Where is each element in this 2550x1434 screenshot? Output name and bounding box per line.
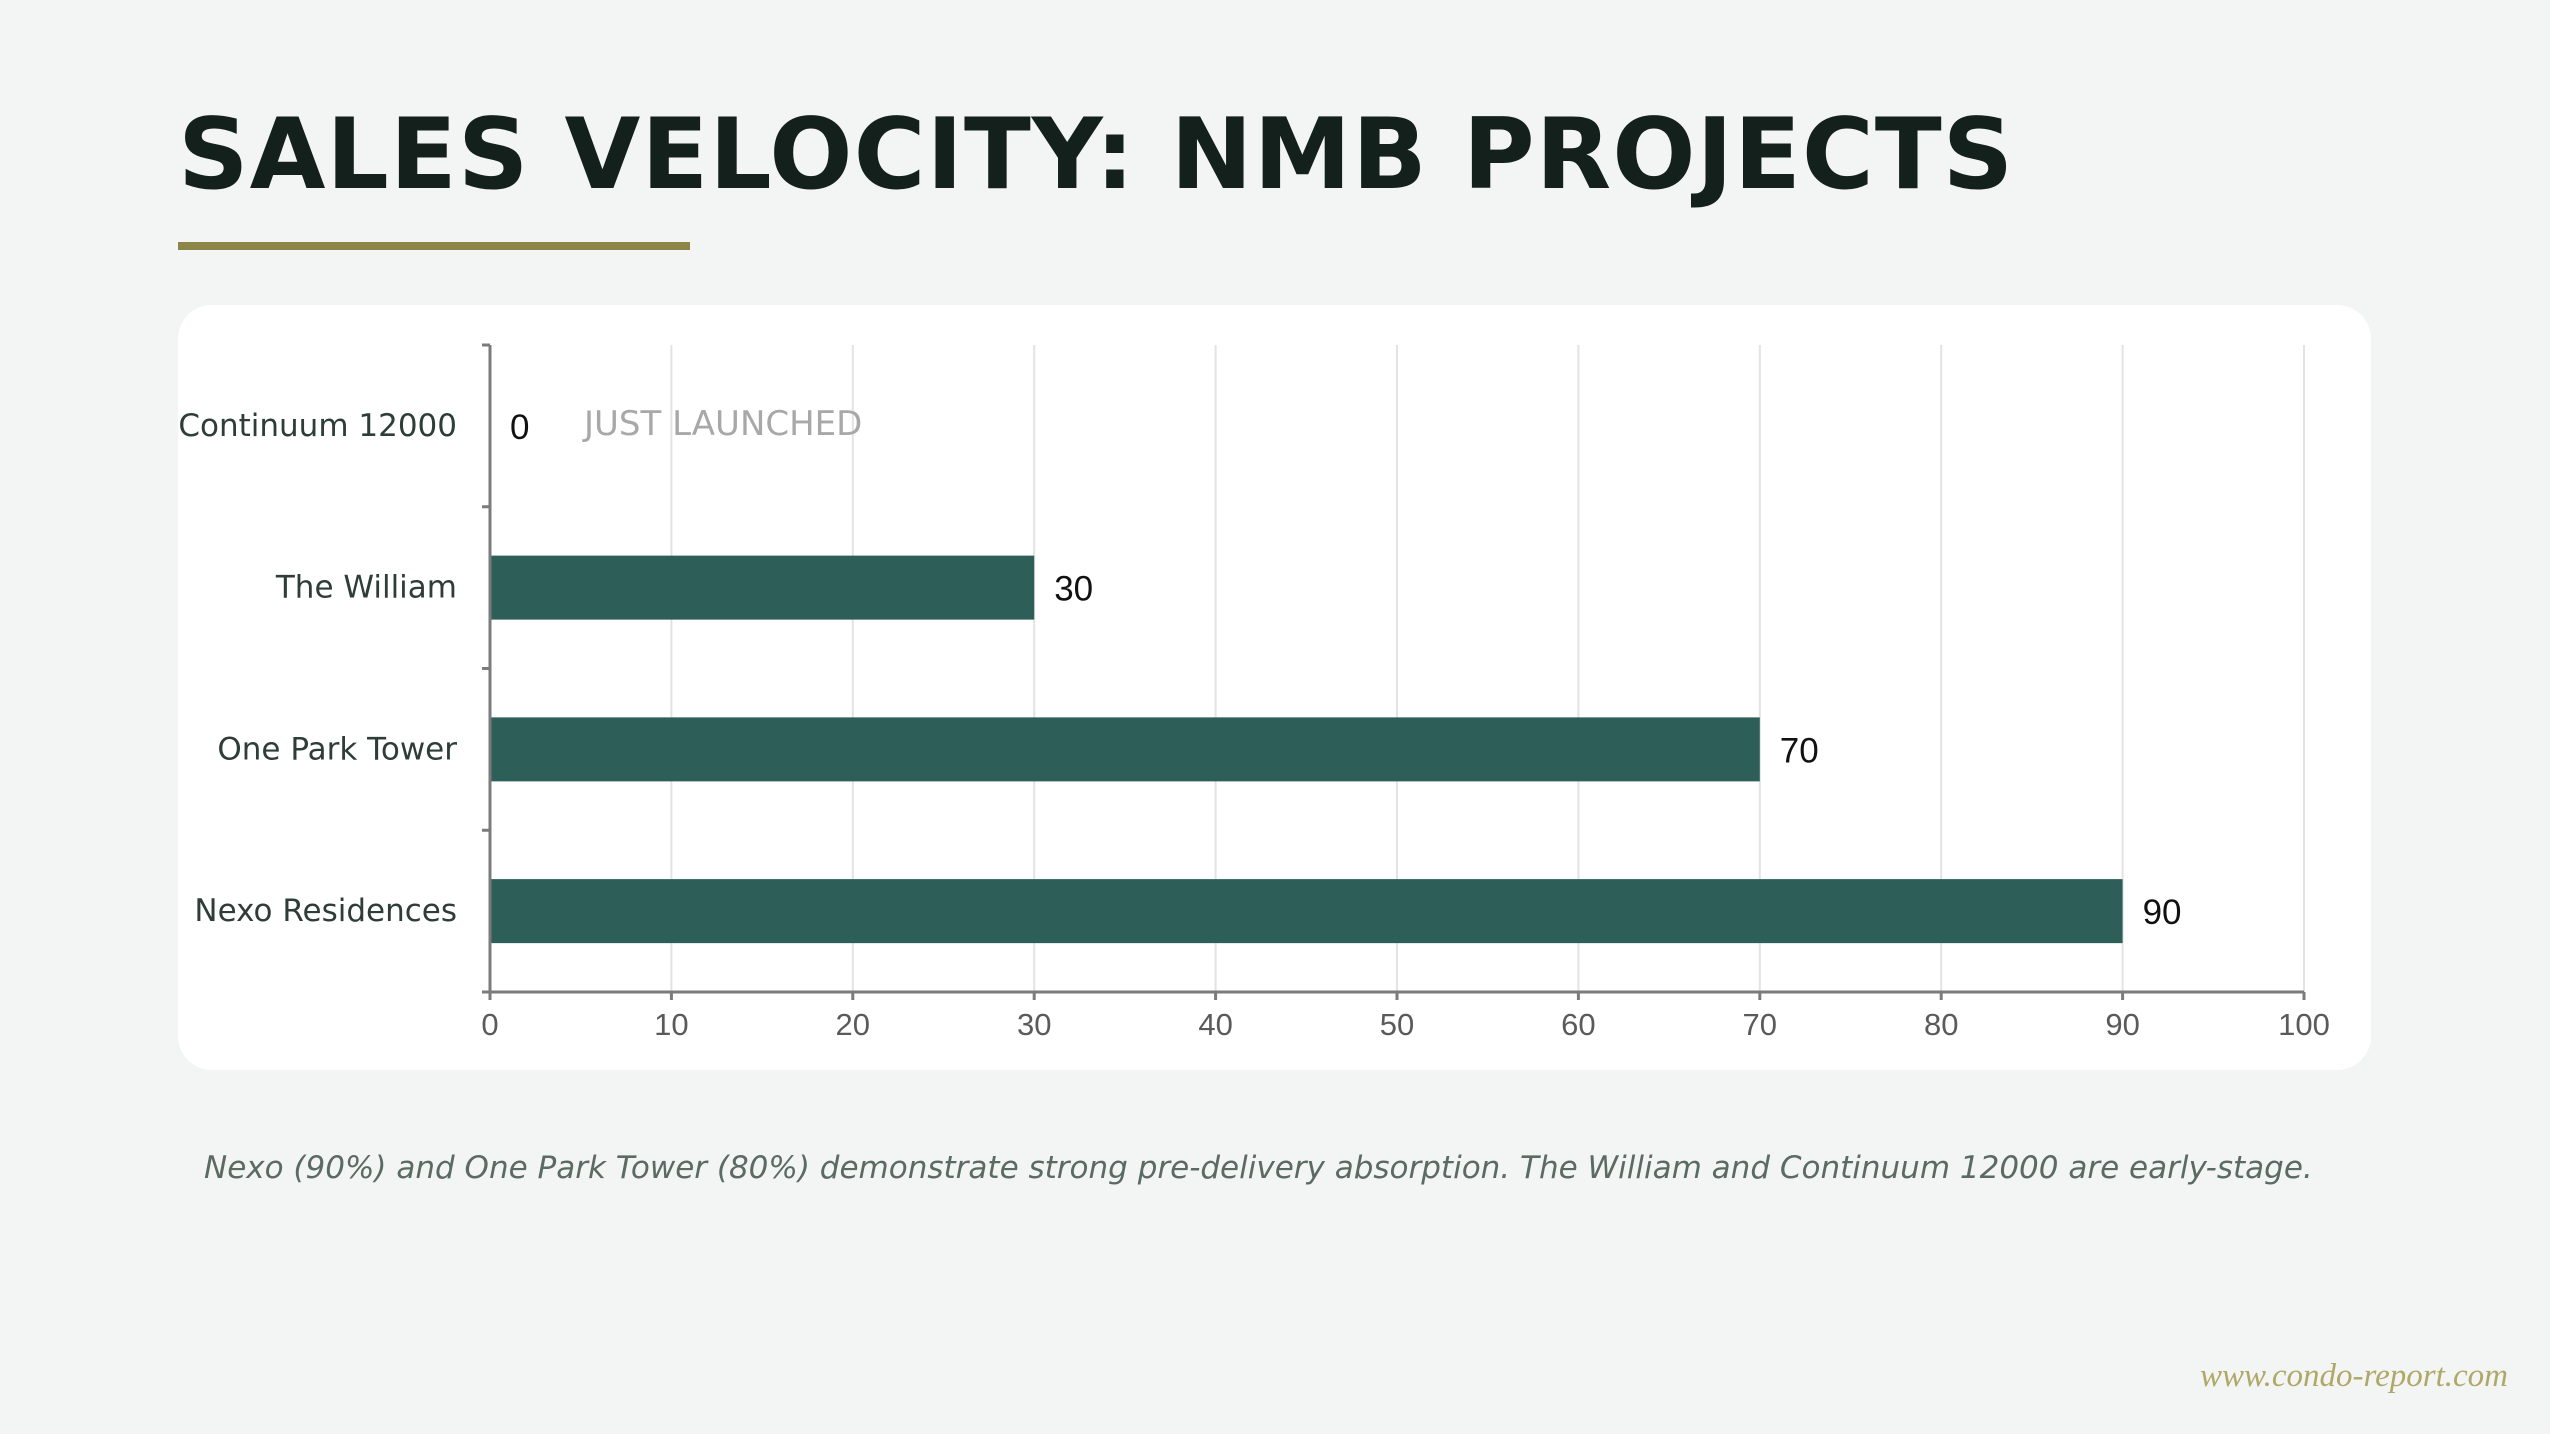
x-tick-label: 70: [1743, 1007, 1777, 1042]
slide-title: SALES VELOCITY: NMB PROJECTS: [178, 98, 2015, 212]
website-footer: www.condo-report.com: [2200, 1358, 2508, 1394]
sales-velocity-chart: 0 Continuum 12000 JUST LAUNCHED 30 The Willi…: [178, 343, 2330, 1042]
x-tick-label: 60: [1561, 1007, 1595, 1042]
data-label: 30: [1054, 570, 1093, 609]
category-label: Nexo Residences: [194, 893, 457, 929]
category-label: Continuum 12000: [178, 408, 457, 444]
title-underline: [178, 242, 690, 250]
data-label: 0: [510, 408, 529, 447]
chart-card: 0 Continuum 12000 JUST LAUNCHED 30 The Willi…: [178, 305, 2371, 1070]
bar: [490, 717, 1760, 782]
data-label: 70: [1780, 731, 1819, 770]
x-tick-label: 40: [1198, 1007, 1232, 1042]
x-tick-label: 100: [2278, 1007, 2330, 1042]
x-tick-label: 90: [2105, 1007, 2139, 1042]
bar: [490, 879, 2123, 944]
annotation-label: JUST LAUNCHED: [582, 404, 862, 444]
chart-caption: Nexo (90%) and One Park Tower (80%) demo…: [204, 1150, 2313, 1186]
x-tick-label: 50: [1380, 1007, 1414, 1042]
x-tick-label: 30: [1017, 1007, 1051, 1042]
x-tick-label: 20: [836, 1007, 870, 1042]
bar: [490, 555, 1035, 620]
category-label: The William: [275, 570, 457, 606]
x-tick-label: 80: [1924, 1007, 1958, 1042]
x-tick-label: 0: [481, 1007, 498, 1042]
category-label: One Park Tower: [217, 731, 457, 767]
x-tick-label: 10: [654, 1007, 688, 1042]
data-label: 90: [2143, 893, 2182, 932]
